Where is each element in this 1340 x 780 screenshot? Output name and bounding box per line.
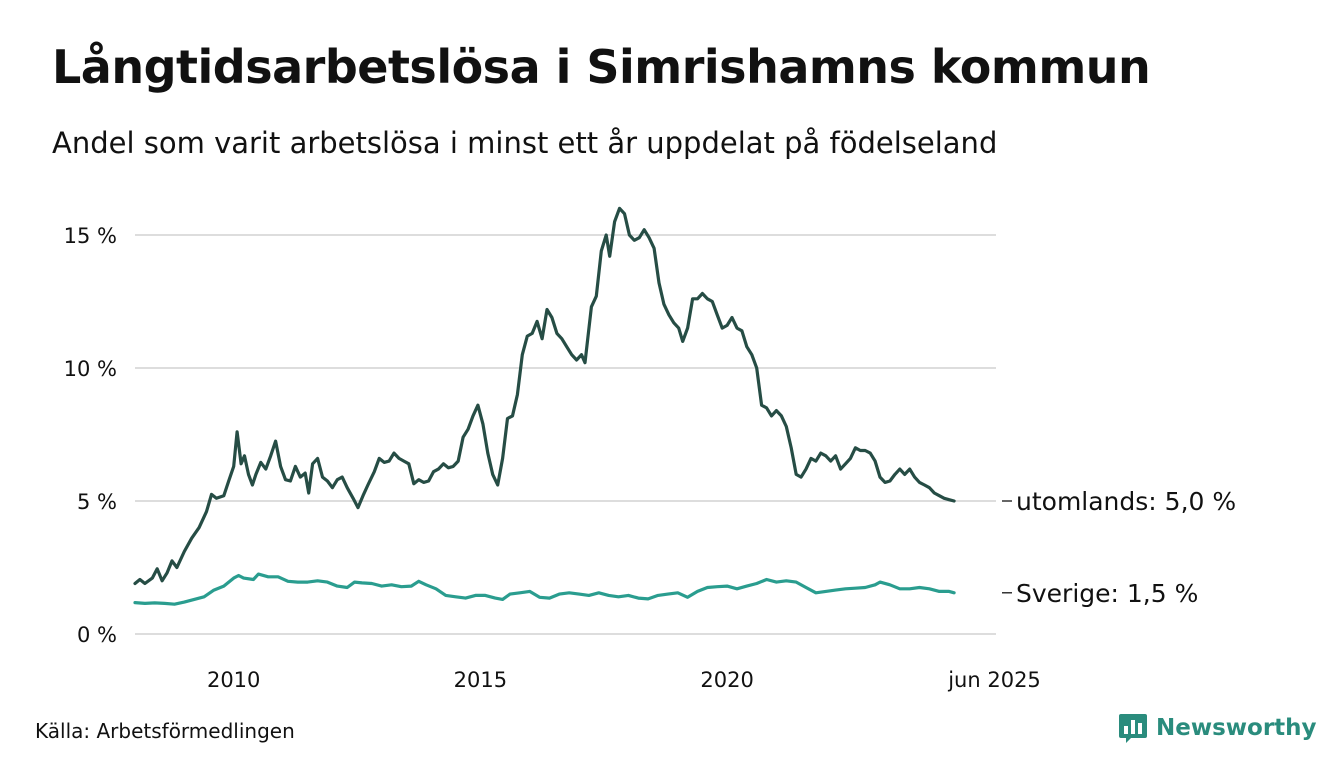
series-line-sverige: [133, 572, 956, 606]
brand-name: Newsworthy: [1156, 715, 1317, 741]
x-tick-label: 2010: [207, 668, 260, 692]
end-labels: utomlands: 5,0 % Sverige: 1,5 %: [1002, 487, 1236, 608]
x-tick-label: jun 2025: [947, 668, 1041, 692]
y-tick-label: 5 %: [77, 490, 117, 514]
chart-subtitle: Andel som varit arbetslösa i minst ett å…: [52, 126, 998, 160]
series-line-utomlands: [133, 206, 956, 586]
end-label-utomlands: utomlands: 5,0 %: [1016, 487, 1236, 516]
x-axis-ticks: 2010 2015 2020 jun 2025: [207, 668, 1041, 692]
chart-title: Långtidsarbetslösa i Simrishamns kommun: [52, 40, 1151, 94]
brand-logo[interactable]: Newsworthy: [1118, 712, 1317, 744]
end-label-sverige: Sverige: 1,5 %: [1016, 579, 1198, 608]
bar-chart-speech-bubble-icon: [1119, 714, 1147, 743]
gridlines: [135, 234, 996, 635]
x-tick-label: 2015: [454, 668, 507, 692]
y-tick-label: 0 %: [77, 623, 117, 647]
y-axis-ticks: 0 % 5 % 10 % 15 %: [64, 224, 117, 647]
y-tick-label: 15 %: [64, 224, 117, 248]
y-tick-label: 10 %: [64, 357, 117, 381]
x-tick-label: 2020: [700, 668, 753, 692]
source-note: Källa: Arbetsförmedlingen: [35, 719, 295, 743]
series-lines: [133, 206, 956, 606]
